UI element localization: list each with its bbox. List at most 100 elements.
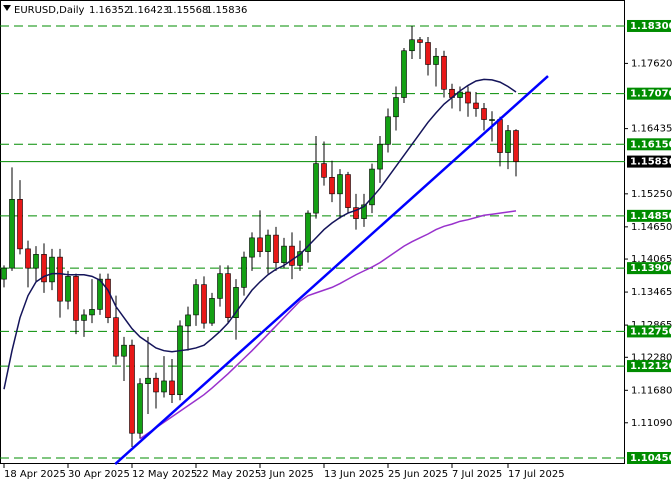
candle-body — [385, 116, 391, 145]
candle-body — [401, 50, 407, 98]
candle-body — [57, 256, 63, 302]
candle-body — [33, 254, 39, 269]
x-tick-label: 17 Jul 2025 — [508, 469, 565, 480]
candle-body — [377, 144, 383, 170]
candle-body — [305, 212, 311, 252]
candle-body — [161, 380, 167, 393]
candle-body — [289, 245, 295, 266]
y-tick-label: 1.17620 — [631, 58, 672, 69]
candle-body — [505, 130, 511, 153]
candle-body — [81, 314, 87, 321]
level-box — [627, 209, 671, 222]
level-label: 1.18300 — [630, 21, 672, 32]
ohlc-close: 1.15836 — [206, 5, 247, 16]
moving-average — [3, 78, 517, 390]
candle-body — [233, 287, 239, 318]
x-tick-label: 22 May 2025 — [196, 469, 261, 480]
candle-body — [97, 278, 103, 310]
candle-body — [425, 42, 431, 65]
current-price-label: 1.15836 — [630, 157, 672, 168]
candle-body — [297, 251, 303, 266]
level-label: 1.17070 — [630, 89, 672, 100]
candle-body — [473, 102, 479, 109]
x-tick-label: 13 Jun 2025 — [324, 469, 384, 480]
candle-body — [73, 276, 79, 321]
x-tick-label: 18 Apr 2025 — [4, 469, 66, 480]
candle-body — [337, 174, 343, 195]
candle-body — [433, 55, 439, 65]
candle-body — [113, 317, 119, 357]
y-tick-label: 1.13465 — [631, 287, 672, 298]
trendline — [114, 75, 549, 465]
candle-body — [169, 380, 175, 396]
level-label: 1.12120 — [630, 361, 672, 372]
y-tick-label: 1.16435 — [631, 124, 672, 135]
candle-body — [497, 119, 503, 153]
level-box — [627, 138, 671, 151]
candle-body — [193, 284, 199, 316]
y-tick-label: 1.14650 — [631, 222, 672, 233]
level-label: 1.13900 — [630, 263, 672, 274]
current-price-box — [627, 155, 671, 168]
ohlc-high: 1.16423 — [128, 5, 169, 16]
candle-body — [225, 273, 231, 318]
candle-body — [281, 245, 287, 263]
candle-body — [257, 237, 263, 252]
symbol-arrow — [3, 5, 11, 11]
candle-body — [217, 273, 223, 299]
candle-body — [1, 267, 7, 280]
symbol: EURUSD,Daily — [14, 5, 85, 16]
candle-body — [137, 383, 143, 434]
y-tick-label: 1.12280 — [631, 352, 672, 363]
level-label: 1.16150 — [630, 139, 672, 150]
candle-body — [313, 163, 319, 214]
candle-body — [241, 256, 247, 288]
candle-body — [321, 163, 327, 178]
candle-body — [153, 377, 159, 393]
x-tick-label: 25 Jun 2025 — [388, 469, 448, 480]
candle-body — [361, 204, 367, 219]
candle-body — [265, 234, 271, 252]
level-label: 1.10450 — [630, 453, 672, 464]
candle-body — [457, 91, 463, 98]
candle-body — [369, 168, 375, 206]
candle-body — [105, 278, 111, 318]
candle-body — [209, 298, 215, 324]
candle-body — [49, 256, 55, 283]
ohlc-open: 1.16352 — [89, 5, 130, 16]
candle-body — [145, 377, 151, 385]
candle-body — [393, 97, 399, 118]
candle-body — [273, 234, 279, 263]
candle-body — [345, 174, 351, 208]
ohlc-low: 1.15568 — [167, 5, 208, 16]
x-tick-label: 30 Apr 2025 — [68, 469, 130, 480]
level-box — [627, 452, 671, 465]
level-box — [627, 360, 671, 373]
candle-body — [201, 284, 207, 324]
level-label: 1.14850 — [630, 211, 672, 222]
level-label: 1.12750 — [630, 326, 672, 337]
candle-body — [409, 39, 415, 52]
x-tick-label: 7 Jul 2025 — [452, 469, 502, 480]
y-tick-label: 1.15250 — [631, 189, 672, 200]
candle-body — [177, 325, 183, 396]
candle-body — [65, 276, 71, 302]
candle-body — [417, 39, 423, 43]
x-tick-label: 3 Jun 2025 — [260, 469, 314, 480]
candle-body — [17, 199, 23, 250]
candle-body — [121, 344, 127, 357]
y-tick-label: 1.11090 — [631, 418, 672, 429]
candle-body — [9, 199, 15, 269]
candle-body — [441, 55, 447, 90]
moving-average — [139, 210, 517, 440]
candle-body — [489, 119, 495, 121]
level-box — [627, 262, 671, 275]
candle-body — [89, 309, 95, 316]
candle-body — [129, 344, 135, 434]
plot-frame — [0, 0, 625, 464]
level-box — [627, 19, 671, 32]
y-tick-label: 1.14065 — [631, 254, 672, 265]
y-tick-label: 1.11680 — [631, 385, 672, 396]
x-tick-label: 12 May 2025 — [132, 469, 197, 480]
